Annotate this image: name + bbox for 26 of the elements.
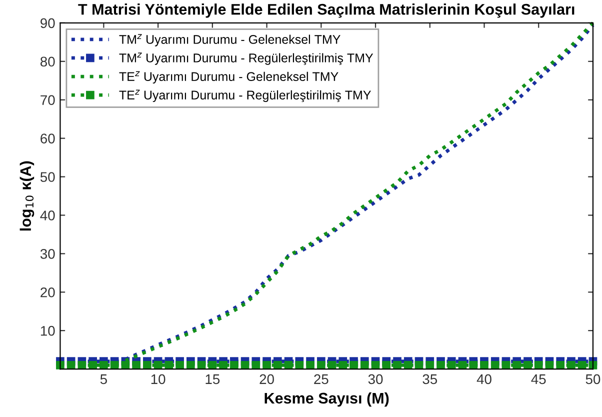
x-tick-label: 25	[314, 374, 328, 384]
legend-label: TM$^{z}$ Uyarımı Durumu - Regülerleştirilmiş TMY	[119, 52, 374, 65]
x-tick-label: 40	[476, 374, 492, 384]
legend-label: TM$^{z}$ Uyarımı Durumu - Geleneksel TMY	[119, 34, 340, 46]
chart-title: T Matrisi Yöntemiyle Elde Edilen Saçılma Matrislerinin Koşul Sayıları	[78, 4, 574, 18]
legend-label: TE$^{z}$ Uyarımı Durumu - Geleneksel TMY	[119, 71, 338, 84]
y-tick-label: 40	[40, 210, 55, 220]
y-tick-label: 90	[40, 18, 55, 28]
y-tick-label: 60	[40, 134, 55, 144]
y-tick-label: 70	[40, 95, 55, 106]
x-tick-label: 10	[151, 374, 166, 384]
x-tick-label: 20	[260, 374, 274, 384]
x-tick-label: 50	[586, 374, 600, 384]
y-tick-label: 80	[40, 56, 55, 67]
y-tick-label: 10	[40, 326, 55, 336]
x-tick-label: 35	[422, 374, 438, 384]
y-tick-label: 30	[40, 249, 55, 259]
x-axis-title: Kesme Sayısı (M)	[264, 392, 389, 407]
legend-label: TE$^{z}$ Uyarımı Durumu - Regülerleştirilmiş TMY	[119, 90, 371, 102]
x-tick-label: 15	[206, 374, 220, 384]
y-axis-title: log$_{10}$ κ(A)	[20, 161, 34, 231]
y-tick-label: 20	[40, 287, 55, 298]
y-tick-label: 50	[40, 172, 55, 182]
x-tick-label: 45	[531, 374, 546, 384]
x-tick-label: 5	[100, 374, 107, 384]
x-tick-label: 30	[368, 374, 383, 384]
